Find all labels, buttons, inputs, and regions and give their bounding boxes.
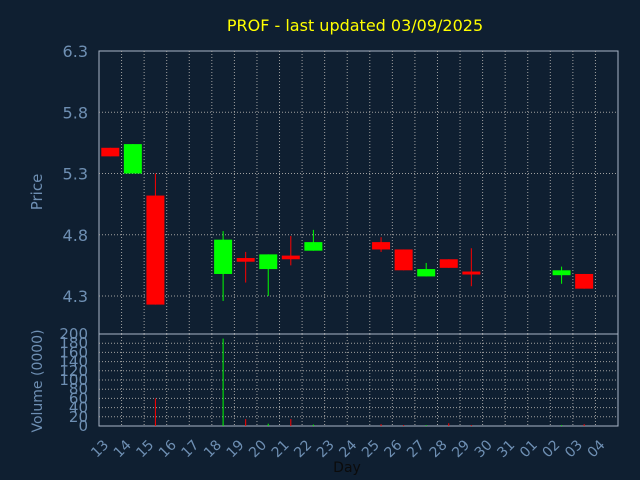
price-gridlines (99, 51, 618, 334)
price-y-tick-labels: 6.3 5.8 5.3 4.8 4.3 (63, 42, 88, 306)
volume-tick-label: 80 (69, 380, 88, 398)
volume-tick-label: 160 (59, 343, 88, 361)
candle-body (259, 254, 278, 270)
price-tick-label: 4.8 (63, 226, 88, 245)
price-axis-label: Price (28, 174, 46, 211)
price-tick-label: 4.3 (63, 287, 88, 306)
price-tick-label: 5.8 (63, 103, 88, 122)
volume-tick-label: 20 (69, 408, 88, 426)
candle-body (236, 258, 255, 262)
volume-tick-label: 100 (59, 371, 88, 389)
x-axis-label: Day (333, 460, 361, 476)
candle-body (123, 144, 142, 174)
volume-gridlines (99, 334, 618, 426)
volume-tick-label: 200 (59, 325, 88, 343)
day-tick-labels: 1314151617181920212223242526272829303101… (88, 437, 608, 461)
candle-body (281, 255, 300, 260)
price-candles (101, 144, 594, 305)
candle-body (575, 273, 594, 289)
volume-bars (154, 338, 585, 426)
volume-axis-label: Volume (0000) (30, 329, 46, 432)
candle-body (552, 270, 571, 276)
volume-tick-label: 120 (59, 362, 88, 380)
volume-tick-label: 60 (69, 389, 88, 407)
candle-body (372, 242, 391, 250)
candle-body (146, 195, 165, 305)
candle-body (214, 239, 233, 274)
chart-title: PROF - last updated 03/09/2025 (227, 16, 483, 35)
candle-body (101, 147, 120, 157)
candle-body (462, 271, 481, 275)
volume-tick-label: 0 (78, 417, 88, 435)
candle-body (394, 249, 413, 271)
candle-body (304, 242, 323, 251)
volume-tick-label: 140 (59, 353, 88, 371)
volume-tick-label: 40 (69, 399, 88, 417)
candle-body (417, 269, 436, 277)
volume-tick-label: 180 (59, 334, 88, 352)
price-tick-label: 5.3 (63, 165, 88, 184)
candle-body (439, 259, 458, 268)
price-tick-label: 6.3 (63, 42, 88, 61)
